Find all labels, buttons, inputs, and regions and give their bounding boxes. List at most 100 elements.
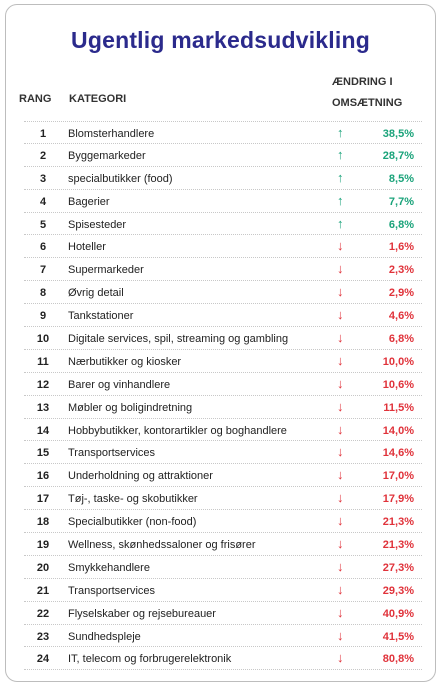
change-value: 40,9% <box>382 607 414 620</box>
arrow-down-icon: ↓ <box>337 650 344 666</box>
table-row: 3 specialbutikker (food) ↑ 8,5% <box>24 167 422 190</box>
rank-cell: 22 <box>36 607 50 620</box>
change-value: 41,5% <box>382 630 414 643</box>
change-value: 2,3% <box>388 264 414 277</box>
category-cell: Barer og vinhandlere <box>68 378 171 391</box>
table-row: 11 Nærbutikker og kiosker ↓ 10,0% <box>24 350 422 373</box>
change-value: 21,3% <box>382 516 414 529</box>
arrow-up-icon: ↑ <box>337 215 344 231</box>
rank-cell: 6 <box>39 241 47 254</box>
arrow-down-icon: ↓ <box>337 444 344 460</box>
table-row: 22 Flyselskaber og rejsebureauer ↓ 40,9% <box>24 602 422 625</box>
category-cell: Wellness, skønhedssaloner og frisører <box>68 539 256 552</box>
rank-cell: 19 <box>36 539 50 552</box>
change-value: 11,5% <box>383 401 414 414</box>
category-cell: Blomsterhandlere <box>68 128 155 140</box>
change-value: 10,0% <box>382 355 414 368</box>
table-row: 14 Hobbybutikker, kontorartikler og bogha… <box>24 419 422 442</box>
rank-cell: 10 <box>36 333 50 346</box>
category-cell: Bagerier <box>68 195 110 208</box>
table-row: 1 Blomsterhandlere ↑ 38,5% <box>24 121 422 144</box>
column-header-change-line2: OMSÆTNING <box>332 97 403 109</box>
table-row: 4 Bagerier ↑ 7,7% <box>24 190 422 213</box>
rank-cell: 16 <box>36 470 50 483</box>
rank-cell: 20 <box>36 561 50 574</box>
arrow-up-icon: ↑ <box>337 169 344 185</box>
arrow-up-icon: ↑ <box>337 146 344 162</box>
column-header-category: KATEGORI <box>69 93 127 105</box>
table-row: 9 Tankstationer ↓ 4,6% <box>24 304 422 328</box>
table-row: 20 Smykkehandlere ↓ 27,3% <box>24 556 422 579</box>
arrow-down-icon: ↓ <box>337 490 344 506</box>
table-row: 18 Specialbutikker (non-food) ↓ 21,3% <box>24 510 422 534</box>
category-cell: Øvrig detail <box>68 287 124 300</box>
rank-cell: 12 <box>36 378 50 391</box>
rank-cell: 2 <box>39 149 47 162</box>
arrow-down-icon: ↓ <box>337 352 344 368</box>
arrow-down-icon: ↓ <box>337 558 344 574</box>
rank-cell: 14 <box>36 424 50 437</box>
rank-cell: 11 <box>37 355 49 368</box>
category-cell: Hoteller <box>68 241 106 254</box>
table-row: 21 Transportservices ↓ 29,3% <box>24 579 422 602</box>
table-row: 12 Barer og vinhandlere ↓ 10,6% <box>24 373 422 396</box>
category-cell: specialbutikker (food) <box>68 172 173 185</box>
rank-cell: 3 <box>39 172 47 185</box>
category-cell: Transportservices <box>68 584 156 597</box>
category-cell: Nærbutikker og kiosker <box>68 355 182 368</box>
change-value: 14,0% <box>382 424 414 437</box>
category-cell: Sundhedspleje <box>68 630 141 643</box>
table-row: 15 Transportservices ↓ 14,6% <box>24 441 422 465</box>
change-value: 27,3% <box>382 561 414 574</box>
table-row: 16 Underholdning og attraktioner ↓ 17,0% <box>24 464 422 488</box>
arrow-down-icon: ↓ <box>337 238 344 254</box>
change-value: 38,5% <box>382 128 414 140</box>
rank-cell: 24 <box>36 653 50 666</box>
arrow-down-icon: ↓ <box>337 307 344 323</box>
category-cell: Specialbutikker (non-food) <box>68 516 197 529</box>
change-value: 6,8% <box>388 333 414 346</box>
rank-cell: 9 <box>39 310 47 323</box>
rank-cell: 18 <box>36 516 50 529</box>
rank-cell: 4 <box>39 195 47 208</box>
rank-cell: 23 <box>36 630 50 643</box>
category-cell: Transportservices <box>68 447 156 460</box>
category-cell: Tøj-, taske- og skobutikker <box>68 493 198 506</box>
change-value: 28,7% <box>382 149 414 162</box>
category-cell: IT, telecom og forbrugerelektronik <box>68 653 232 666</box>
arrow-down-icon: ↓ <box>337 467 344 483</box>
rank-cell: 1 <box>39 128 47 140</box>
change-value: 6,8% <box>388 218 414 231</box>
category-cell: Flyselskaber og rejsebureauer <box>68 607 216 620</box>
table-row: 10 Digitale services, spil, streaming og … <box>24 327 422 350</box>
category-cell: Underholdning og attraktioner <box>68 470 213 483</box>
table-row: 19 Wellness, skønhedssaloner og frisører ↓… <box>24 533 422 556</box>
category-cell: Hobbybutikker, kontorartikler og boghand… <box>68 424 287 437</box>
arrow-down-icon: ↓ <box>337 330 344 346</box>
arrow-up-icon: ↑ <box>337 125 344 140</box>
arrow-down-icon: ↓ <box>337 536 344 552</box>
arrow-down-icon: ↓ <box>337 604 344 620</box>
table-row: 2 Byggemarkeder ↑ 28,7% <box>24 144 422 167</box>
category-cell: Supermarkeder <box>68 264 144 277</box>
arrow-down-icon: ↓ <box>337 421 344 437</box>
category-cell: Møbler og boligindretning <box>68 401 193 414</box>
change-value: 8,5% <box>388 172 414 185</box>
category-cell: Tankstationer <box>68 310 134 323</box>
change-value: 7,7% <box>388 195 414 208</box>
table-row: 24 IT, telecom og forbrugerelektronik ↓ 80,… <box>24 647 422 671</box>
table-card: Ugentlig markedsudvikling RANG KATEGORI … <box>5 4 436 682</box>
table-row: 5 Spisesteder ↑ 6,8% <box>24 213 422 236</box>
change-value: 17,0% <box>382 470 414 483</box>
category-cell: Smykkehandlere <box>68 561 150 574</box>
arrow-down-icon: ↓ <box>337 284 344 300</box>
rank-cell: 17 <box>36 493 50 506</box>
column-header-rank: RANG <box>19 93 52 105</box>
rank-cell: 5 <box>39 218 47 231</box>
change-value: 14,6% <box>382 447 414 460</box>
column-header-change-line1: ÆNDRING I <box>332 76 393 88</box>
change-value: 1,6% <box>388 241 414 254</box>
change-value: 17,9% <box>382 493 414 506</box>
rank-cell: 15 <box>36 447 50 460</box>
arrow-down-icon: ↓ <box>337 398 344 414</box>
